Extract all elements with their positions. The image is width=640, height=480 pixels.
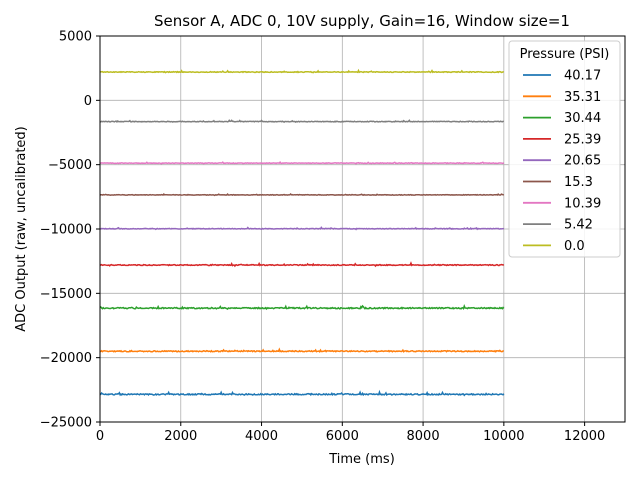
series-line-10.39 [99,160,505,165]
series-line-15.3 [99,193,505,197]
series-line-30.44 [99,304,505,311]
x-tick-label: 10000 [483,429,524,444]
chart-title: Sensor A, ADC 0, 10V supply, Gain=16, Wi… [154,12,570,30]
series-line-0.0 [99,68,504,74]
x-tick-label: 6000 [326,429,359,444]
x-axis-label: Time (ms) [328,452,395,467]
legend: Pressure (PSI) 40.17 35.31 30.44 25.39 20.65 1… [508,40,621,258]
series-line-5.42 [99,119,504,123]
legend-entry-10.39: 10.39 [564,196,601,211]
legend-entry-25.39: 25.39 [564,132,601,147]
series-line-20.65 [99,226,505,231]
y-tick-label: −20000 [40,351,92,366]
plot-area: 0 2000 4000 6000 8000 10000 12000 −25000 −20000 −… [40,30,626,444]
y-tick-label: −10000 [40,223,92,238]
legend-entry-35.31: 35.31 [564,90,601,105]
legend-entry-0.0: 0.0 [564,239,585,254]
series-line-40.17 [99,389,505,397]
x-tick-label: 8000 [407,429,440,444]
y-tick-label: −25000 [40,416,92,431]
y-tick-label: 5000 [59,30,92,45]
legend-title: Pressure (PSI) [520,47,610,62]
series-line-35.31 [99,347,504,353]
x-tick-label: 4000 [245,429,278,444]
y-tick-label: 0 [84,94,92,109]
y-tick-label: −5000 [48,158,92,173]
x-tick-label: 0 [96,429,104,444]
legend-entry-30.44: 30.44 [564,111,601,126]
x-tick-label: 12000 [564,429,605,444]
y-tick-label: −15000 [40,287,92,302]
series-line-25.39 [99,261,505,268]
legend-entry-15.3: 15.3 [564,175,593,190]
legend-entry-20.65: 20.65 [564,154,601,169]
legend-entry-40.17: 40.17 [564,69,601,84]
y-axis-label: ADC Output (raw, uncalibrated) [14,126,29,331]
x-tick-label: 2000 [164,429,197,444]
legend-entry-5.42: 5.42 [564,218,593,233]
